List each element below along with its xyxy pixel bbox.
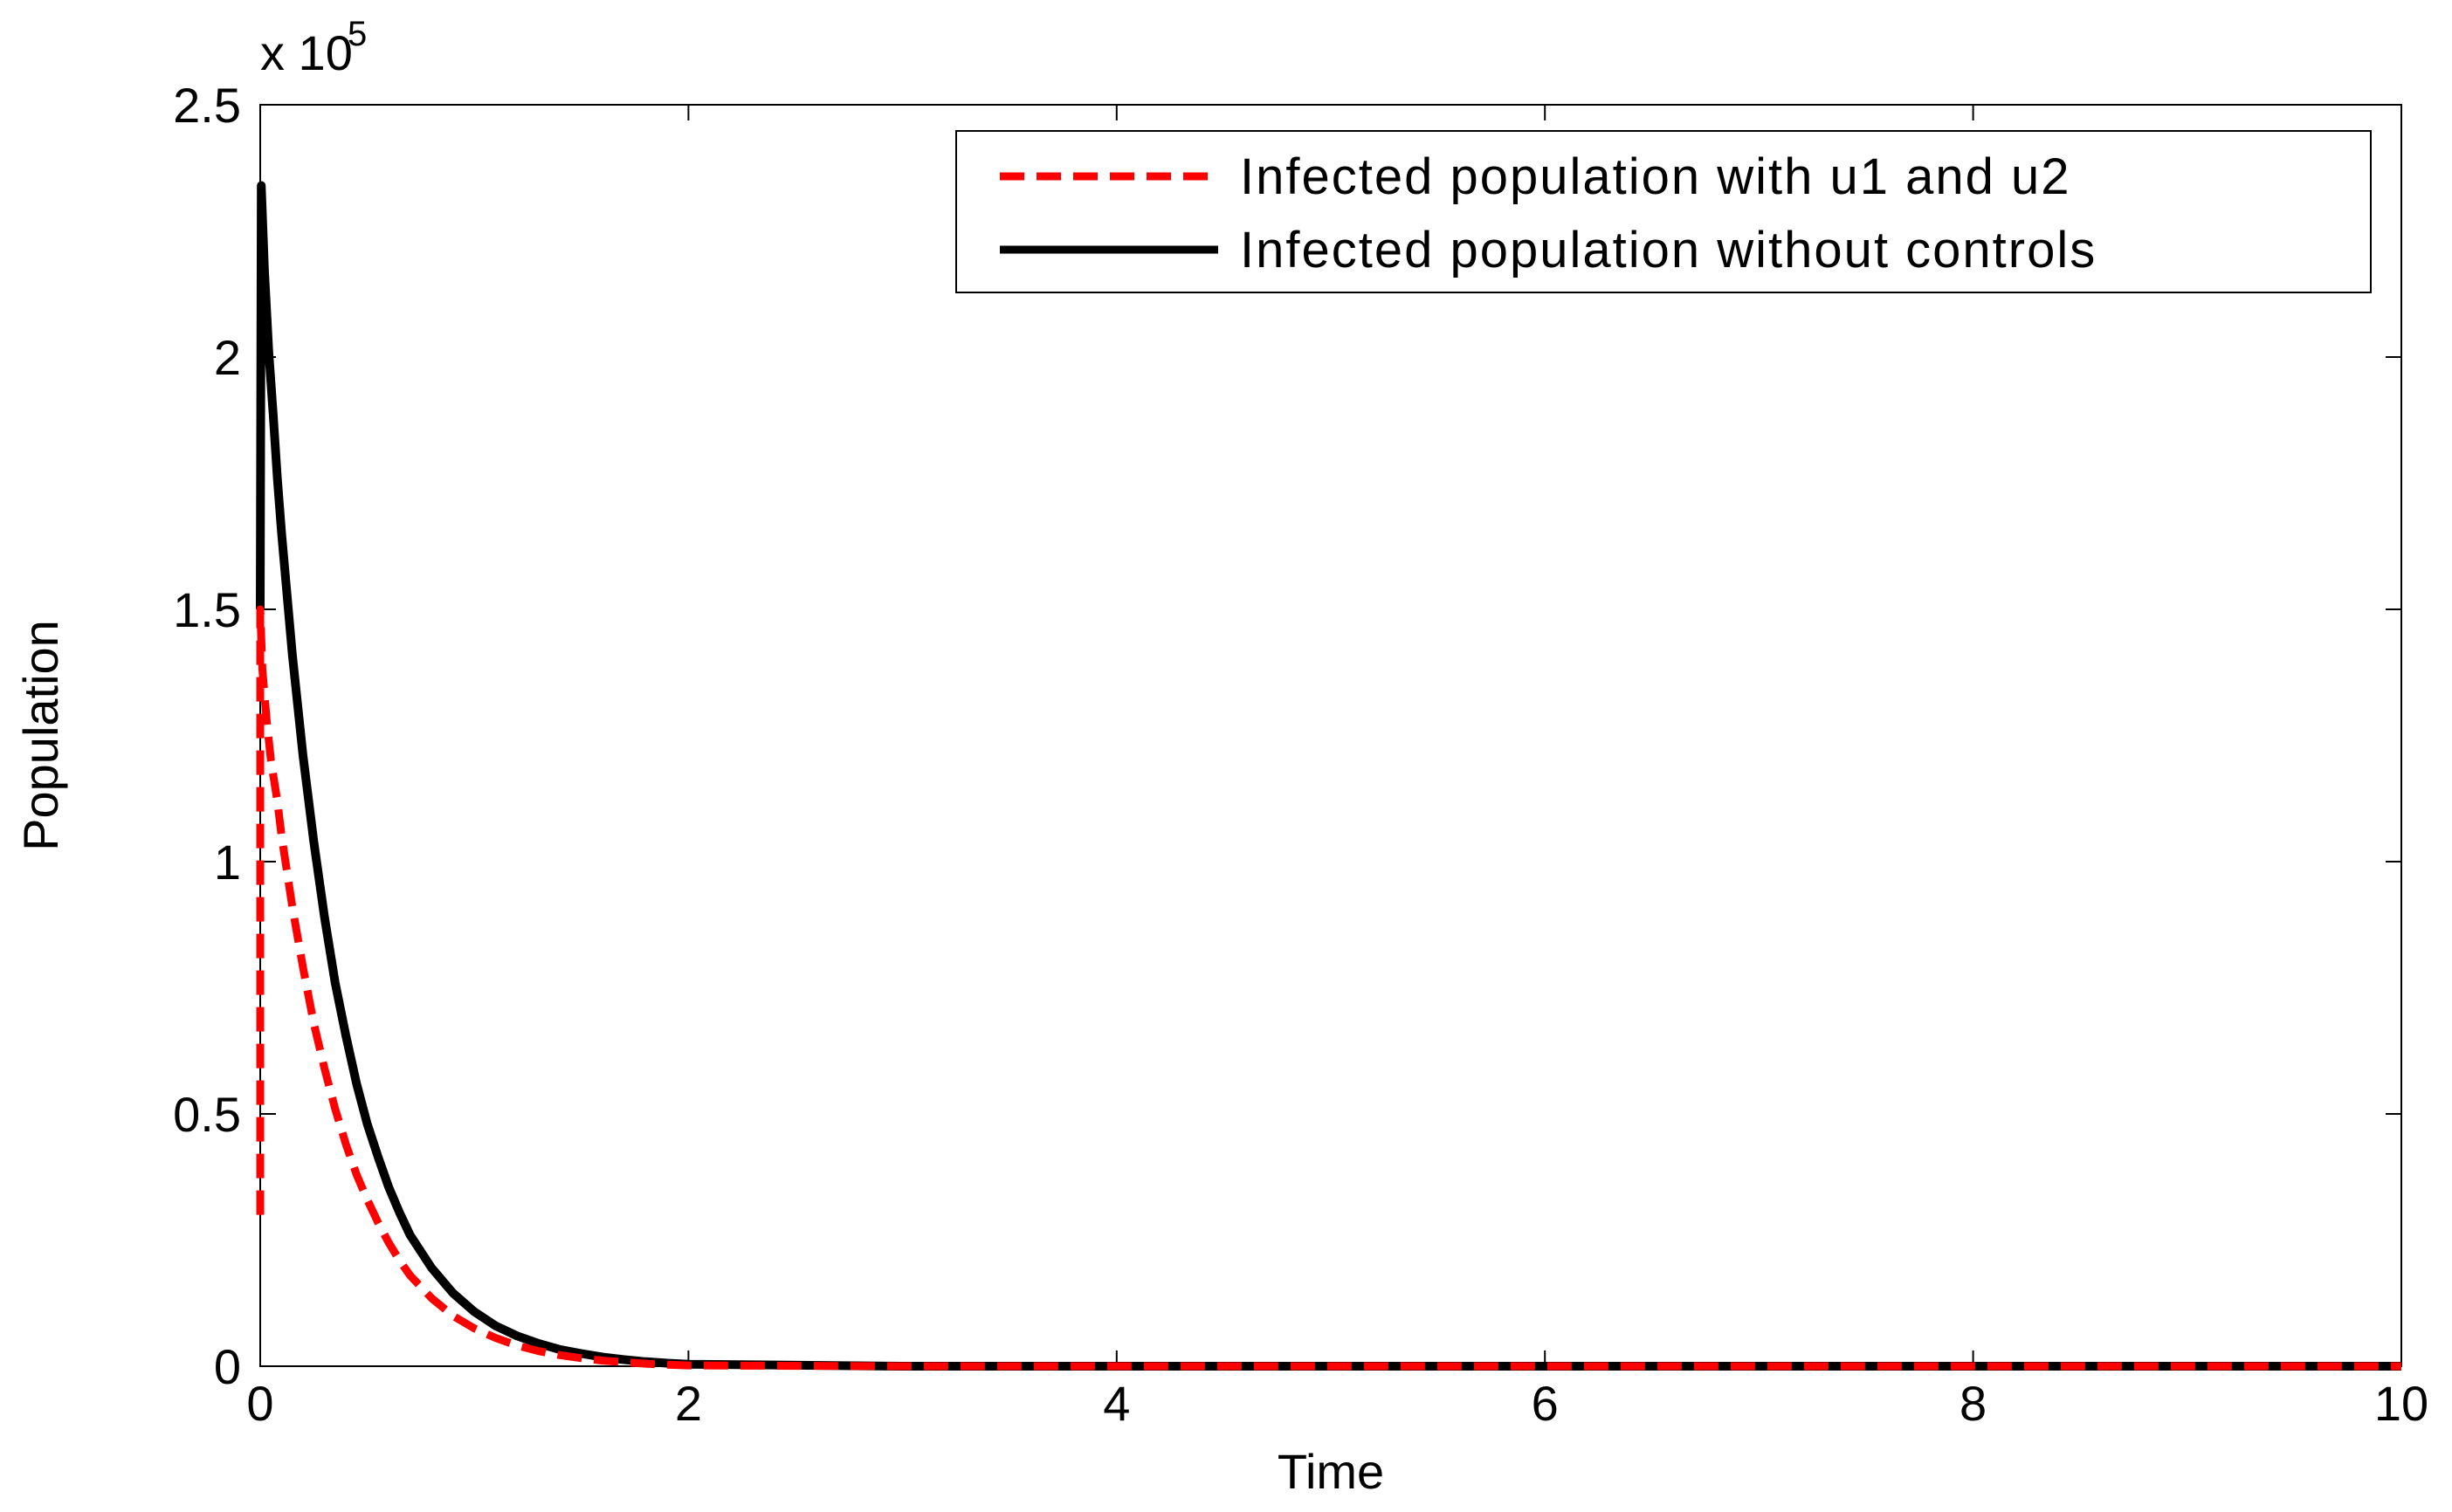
y-scale-exponent: 5 — [348, 15, 367, 53]
legend-label-without-controls: Infected population without controls — [1240, 222, 2097, 278]
x-tick-label: 0 — [246, 1376, 273, 1431]
tick-labels: 0 2 4 6 8 10 0 0.5 1 1.5 2 2.5 — [173, 78, 2428, 1431]
x-tick-label: 2 — [675, 1376, 702, 1431]
series — [256, 181, 2401, 1371]
y-tick-label: 2.5 — [173, 78, 241, 133]
x-tick-label: 10 — [2374, 1376, 2428, 1431]
plot-area — [259, 104, 2402, 1367]
y-tick-label: 0 — [214, 1339, 241, 1394]
x-tick-label: 6 — [1532, 1376, 1559, 1431]
y-tick-label: 1 — [214, 835, 241, 890]
y-scale-base: x 10 — [260, 25, 353, 80]
series-line-with-controls — [256, 605, 2401, 1371]
y-axis-label: Population — [13, 620, 68, 851]
x-axis-label: Time — [1278, 1444, 1384, 1499]
x-tick-label: 8 — [1960, 1376, 1987, 1431]
x-tick-label: 4 — [1103, 1376, 1130, 1431]
legend: Infected population with u1 and u2 Infec… — [955, 130, 2372, 293]
legend-box — [955, 130, 2372, 293]
legend-label-with-controls: Infected population with u1 and u2 — [1240, 148, 2071, 205]
y-tick-label: 2 — [214, 330, 241, 385]
y-tick-label: 0.5 — [173, 1087, 241, 1142]
y-tick-label: 1.5 — [173, 582, 241, 637]
